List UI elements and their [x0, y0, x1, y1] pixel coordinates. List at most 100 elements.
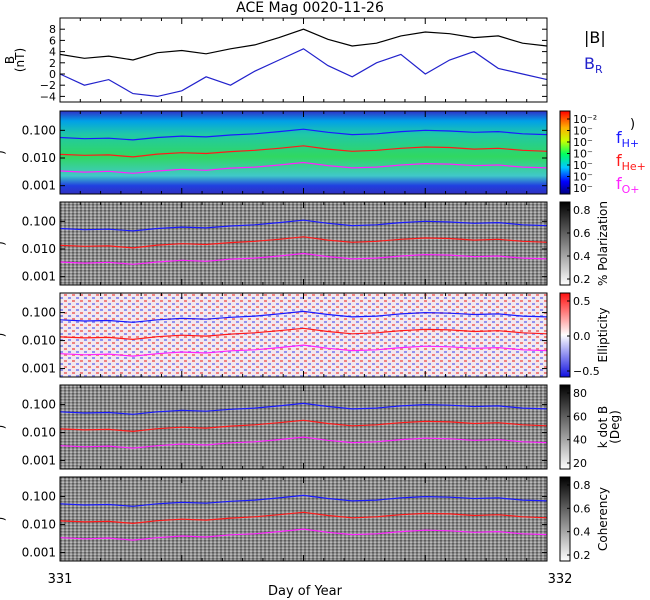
colorbar-tick-label: 0.8: [573, 204, 591, 217]
gyro-legend-subscript: He+: [622, 160, 646, 173]
panel-3-spectrogram: [60, 202, 547, 285]
panel-3-series-f-h-: [59, 219, 548, 232]
colorbar-label: Coherency: [596, 487, 610, 551]
y-axis-label: (nT): [13, 48, 27, 72]
x-axis-label: Day of Year: [268, 584, 343, 599]
colorbar-tick-label: 0.4: [573, 250, 591, 263]
colorbar-tick-label: 0.0: [573, 330, 591, 343]
panel-6-series-f-he-: [59, 511, 548, 525]
y-tick-label: 0.001: [22, 546, 56, 560]
y-tick-label: 0.001: [22, 270, 56, 284]
panels-group: 86420−2−4B(nT)|B|BR0.1000.0100.00110⁻²10…: [0, 17, 646, 562]
x-tick-label-start: 331: [48, 572, 73, 587]
colorbar-tick-label: 0.2: [573, 549, 591, 562]
panel-6-series-f-h-: [59, 494, 548, 507]
colorbar-tick-label: 10⁻: [573, 125, 593, 138]
panel-2-series-f-he-: [59, 145, 548, 158]
colorbar-tick-label: 10⁻: [573, 148, 593, 161]
y-tick-label: 0.001: [22, 454, 56, 468]
panel-5: 0.100 0.010 0.001 80 60 40 20 k dot B(Deg)): [0, 384, 622, 470]
y-tick-label: 0.001: [22, 179, 56, 193]
y-tick-label: 0.010: [22, 151, 56, 165]
colorbar-tick-label: 0.2: [573, 273, 591, 286]
panel-1-series--b-: [59, 28, 548, 61]
legend-entry-subscript: R: [595, 63, 603, 76]
y-tick-label: 0.100: [22, 490, 56, 504]
y-tick-label: −4: [40, 90, 56, 103]
colorbar-tick-label: 40: [573, 434, 587, 447]
colorbar-tick-label: 0.8: [573, 479, 591, 492]
y-axis-label: ): [0, 425, 7, 430]
y-axis-label: ): [0, 150, 7, 155]
y-axis-label: B: [3, 56, 17, 64]
panel-5-series-f-o-: [59, 436, 548, 449]
y-tick-label: 0.010: [22, 334, 56, 348]
gyro-legend-o: fO+: [616, 174, 640, 196]
colorbar-tick-label: −0.5: [573, 365, 600, 378]
gyro-legend-subscript: O+: [622, 183, 640, 196]
colorbar-tick-label: 60: [573, 410, 587, 423]
y-tick-label: 0.100: [22, 306, 56, 320]
gyro-legend-he: fHe+: [616, 151, 646, 173]
y-tick-label: 4: [49, 46, 56, 59]
panel-2-colorbar: [559, 110, 571, 195]
panel-1-series-b-r: [59, 48, 548, 98]
y-axis-label: ): [0, 517, 7, 522]
colorbar-label: % Polarization: [596, 201, 610, 286]
y-tick-label: 8: [49, 23, 56, 36]
colorbar-label: k dot B: [596, 406, 610, 448]
gyro-legend-h: fH+: [616, 128, 639, 150]
panel-6-colorbar: [559, 476, 571, 562]
colorbar-tick-label: 10⁻: [573, 182, 593, 195]
x-axis: 331 332 Day of Year: [48, 572, 573, 599]
y-tick-label: 0.010: [22, 426, 56, 440]
panel-4-spectrogram: [60, 293, 547, 377]
colorbar-tick-label: 0.6: [573, 227, 591, 240]
panel-6-spectrogram: [60, 477, 547, 561]
y-tick-label: 0.100: [22, 214, 56, 228]
colorbar-label: (Deg): [608, 410, 622, 444]
panel-3: 0.100 0.010 0.001 0.8 0.6 0.4 0.2 % Polarizatio…: [0, 201, 610, 286]
colorbar-tick-label: 0.5: [573, 295, 591, 308]
legend-entry: |B|: [584, 28, 606, 47]
x-tick-label-end: 332: [548, 572, 573, 587]
panel-4-series-f-h-: [59, 310, 548, 323]
colorbar-tick-label: 0.4: [573, 526, 591, 539]
panel-5-spectrogram: [60, 385, 547, 469]
panel-3-series-f-he-: [59, 236, 548, 249]
panel-4-colorbar: [559, 292, 571, 378]
y-tick-label: 0.100: [22, 398, 56, 412]
colorbar-tick-label: 20: [573, 457, 587, 470]
panel-6: 0.100 0.010 0.001 0.8 0.6 0.4 0.2 Coherency): [0, 476, 610, 562]
chart-title: ACE Mag 0020-11-26: [236, 0, 384, 16]
colorbar-tick-label: 10⁻: [573, 171, 593, 184]
panel-2-series-f-h-: [59, 128, 548, 141]
panel-5-colorbar: [559, 384, 571, 470]
panel-5-series-f-he-: [59, 419, 548, 433]
colorbar-tick-label: 0.6: [573, 502, 591, 515]
panel-4: 0.100 0.010 0.001 0.5 0.0 −0.5 Ellipticity): [0, 292, 610, 378]
panel-2-series-f-o-: [59, 161, 548, 174]
panel-3-series-f-o-: [59, 252, 548, 265]
colorbar-label: ): [630, 117, 635, 132]
y-axis-label: ): [0, 333, 7, 338]
panel-6-series-f-o-: [59, 528, 548, 541]
colorbar-tick-label: 10⁻: [573, 136, 593, 149]
panel-3-colorbar: [559, 201, 571, 286]
y-tick-label: 0.001: [22, 362, 56, 376]
panel-2-spectrogram: [60, 111, 547, 194]
panel-4-series-f-he-: [59, 327, 548, 341]
y-tick-label: 0.100: [22, 123, 56, 137]
y-axis-label: ): [0, 241, 7, 246]
colorbar-label: Ellipticity: [596, 308, 610, 363]
y-tick-label: 2: [49, 57, 56, 70]
y-tick-label: 6: [49, 34, 56, 47]
y-tick-label: 0.010: [22, 518, 56, 532]
colorbar-tick-label: 10⁻²: [573, 113, 597, 126]
legend-entry: BR: [584, 54, 603, 76]
colorbar-tick-label: 10⁻: [573, 159, 593, 172]
panel-4-series-f-o-: [59, 344, 548, 357]
